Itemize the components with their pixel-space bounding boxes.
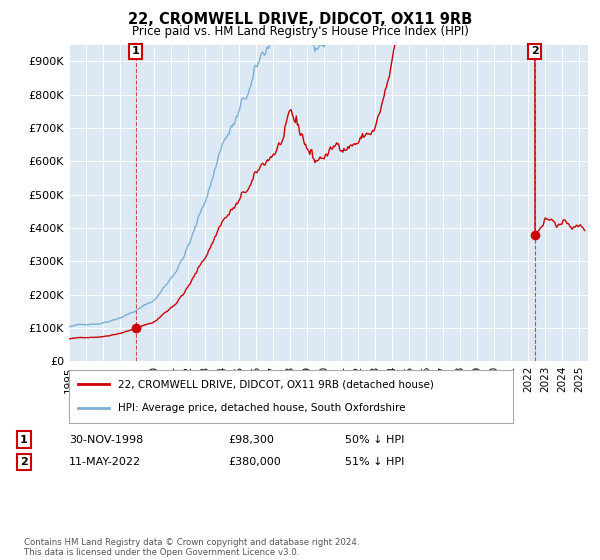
- Text: 22, CROMWELL DRIVE, DIDCOT, OX11 9RB: 22, CROMWELL DRIVE, DIDCOT, OX11 9RB: [128, 12, 472, 27]
- Text: 22, CROMWELL DRIVE, DIDCOT, OX11 9RB (detached house): 22, CROMWELL DRIVE, DIDCOT, OX11 9RB (de…: [118, 380, 434, 390]
- Text: 51% ↓ HPI: 51% ↓ HPI: [345, 457, 404, 467]
- Text: £98,300: £98,300: [228, 435, 274, 445]
- Text: £380,000: £380,000: [228, 457, 281, 467]
- Text: HPI: Average price, detached house, South Oxfordshire: HPI: Average price, detached house, Sout…: [118, 403, 406, 413]
- Text: 11-MAY-2022: 11-MAY-2022: [69, 457, 141, 467]
- Text: 50% ↓ HPI: 50% ↓ HPI: [345, 435, 404, 445]
- Text: 1: 1: [132, 46, 140, 57]
- Text: 1: 1: [20, 435, 28, 445]
- Text: Price paid vs. HM Land Registry's House Price Index (HPI): Price paid vs. HM Land Registry's House …: [131, 25, 469, 38]
- Text: 2: 2: [530, 46, 538, 57]
- Text: Contains HM Land Registry data © Crown copyright and database right 2024.
This d: Contains HM Land Registry data © Crown c…: [24, 538, 359, 557]
- Text: 30-NOV-1998: 30-NOV-1998: [69, 435, 143, 445]
- Text: 2: 2: [20, 457, 28, 467]
